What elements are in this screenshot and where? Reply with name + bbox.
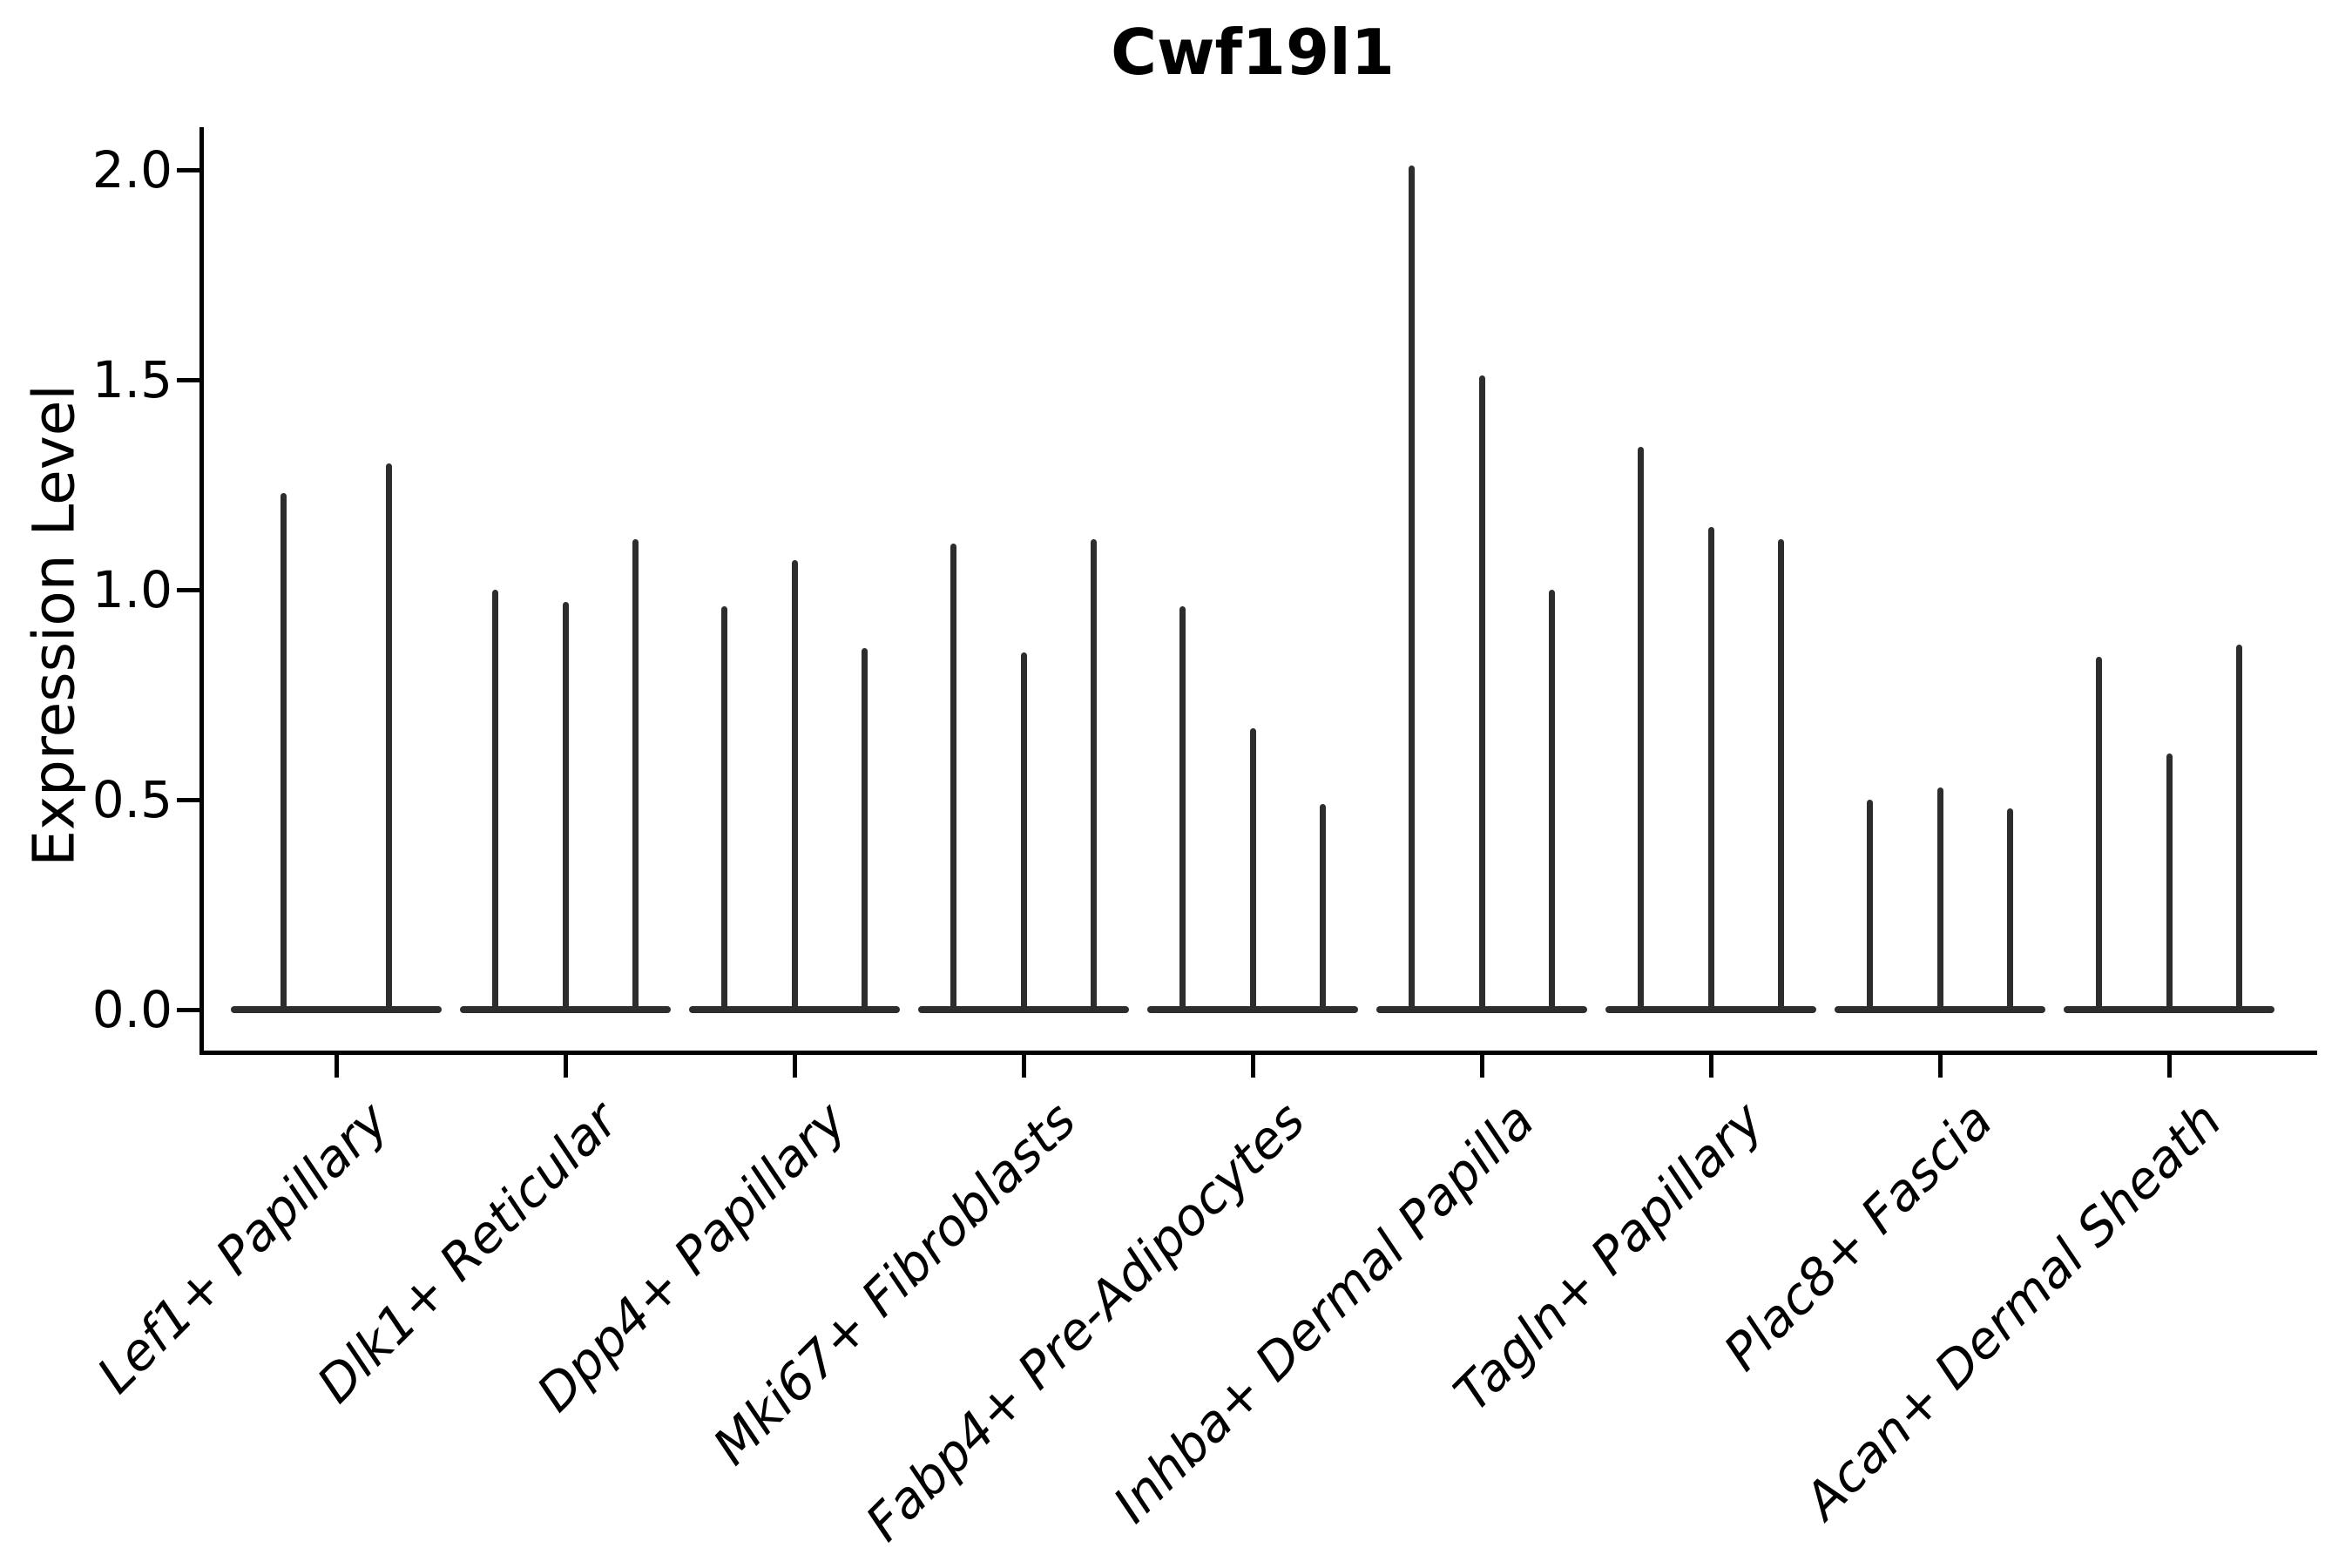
x-tick-mark — [1022, 1055, 1026, 1078]
violin-spike — [632, 539, 639, 1010]
x-tick-label: Inhba+ Dermal Papilla — [1101, 1091, 1546, 1535]
violin-spike — [1249, 728, 1256, 1010]
y-tick-label: 0.5 — [91, 770, 172, 829]
violin-spike — [386, 463, 392, 1010]
violin-spike — [720, 606, 727, 1010]
violin-baseline — [2064, 1006, 2274, 1013]
x-tick-mark — [335, 1055, 339, 1078]
y-tick-label: 2.0 — [91, 140, 172, 199]
violin-spike — [2236, 644, 2243, 1010]
x-tick-mark — [1480, 1055, 1484, 1078]
violin-spike — [491, 590, 498, 1010]
x-tick-mark — [2167, 1055, 2172, 1078]
y-tick-mark — [177, 798, 199, 802]
violin-spike — [2166, 753, 2173, 1010]
violin-spike — [1478, 375, 1485, 1010]
y-tick-label: 1.0 — [91, 560, 172, 619]
violin-baseline — [1835, 1006, 2045, 1013]
violin-baseline — [1147, 1006, 1358, 1013]
violin-spike — [1020, 652, 1027, 1010]
violin-baseline — [460, 1006, 671, 1013]
chart-title: Cwf19l1 — [1111, 16, 1395, 89]
violin-spike — [2007, 808, 2014, 1010]
violin-spike — [791, 560, 798, 1010]
violin-spike — [862, 648, 868, 1010]
violin-spike — [1936, 787, 1943, 1010]
y-tick-mark — [177, 588, 199, 592]
violin-spike — [2095, 657, 2102, 1010]
y-tick-mark — [177, 1008, 199, 1012]
violin-baseline — [689, 1006, 900, 1013]
y-axis-spine — [199, 127, 204, 1055]
x-tick-label: Fabp4+ Pre-Adipocytes — [854, 1091, 1317, 1553]
y-tick-label: 1.5 — [91, 350, 172, 409]
violin-spike — [1320, 803, 1327, 1010]
violin-spike — [562, 602, 569, 1010]
violin-spike — [1549, 590, 1556, 1010]
violin-baseline — [231, 1006, 442, 1013]
violin-spike — [1179, 606, 1186, 1010]
y-tick-label: 0.0 — [91, 980, 172, 1039]
y-tick-mark — [177, 168, 199, 172]
y-tick-mark — [177, 378, 199, 382]
violin-spike — [1408, 166, 1415, 1010]
violin-spike — [950, 543, 956, 1010]
violin-spike — [1707, 526, 1714, 1010]
x-tick-label: Acan+ Dermal Sheath — [1793, 1091, 2234, 1531]
x-axis-spine — [199, 1051, 2317, 1055]
x-tick-mark — [1709, 1055, 1713, 1078]
violin-baseline — [1605, 1006, 1816, 1013]
violin-baseline — [918, 1006, 1129, 1013]
x-tick-mark — [1251, 1055, 1255, 1078]
x-tick-mark — [793, 1055, 797, 1078]
violin-spike — [1091, 539, 1098, 1010]
violin-spike — [1866, 800, 1873, 1010]
violin-spike — [1778, 539, 1785, 1010]
violin-baseline — [1376, 1006, 1587, 1013]
x-tick-mark — [564, 1055, 568, 1078]
x-tick-mark — [1938, 1055, 1943, 1078]
violin-spike — [1637, 447, 1644, 1010]
violin-spike — [280, 493, 287, 1010]
